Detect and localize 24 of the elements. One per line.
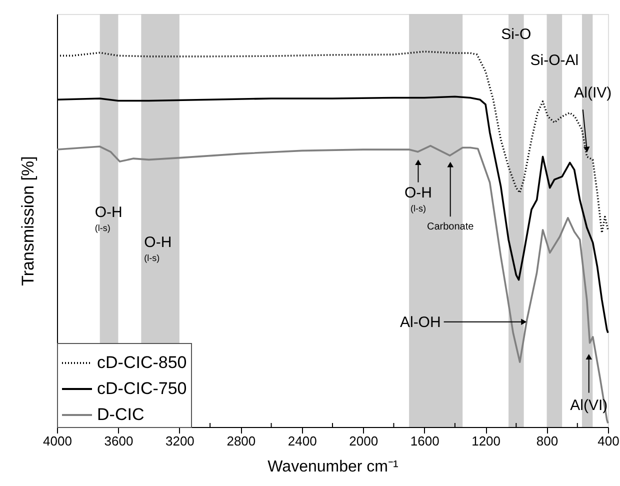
annotation: Al(IV): [574, 84, 612, 102]
x-tick-label: 2000: [349, 434, 378, 448]
x-tick-label: 2800: [226, 434, 256, 448]
y-axis-title: Transmission [%]: [18, 156, 38, 286]
x-tick-label: 400: [598, 434, 620, 448]
annotation: O-H (l-s): [404, 184, 432, 214]
x-tick-label: 3600: [104, 434, 134, 448]
band-label: O-H (l-s): [144, 234, 172, 263]
x-tick-label: 4000: [43, 434, 72, 448]
annotation: Carbonate: [427, 222, 474, 233]
legend-label: cD-CIC-850: [97, 353, 187, 372]
x-tick-label: 1600: [410, 434, 440, 448]
x-axis-title: Wavenumber cm⁻¹: [268, 458, 398, 476]
x-tick-label: 2400: [288, 434, 317, 448]
band-label: Si-O: [501, 26, 532, 43]
x-tick-label: 800: [536, 434, 558, 448]
band-label: O-H (l-s): [94, 204, 122, 233]
band-label: Si-O-Al: [530, 52, 579, 69]
annotation: Al-OH: [400, 314, 441, 331]
legend-label: D-CIC: [97, 405, 144, 424]
x-tick-label: 1200: [472, 434, 501, 448]
x-tick-label: 3200: [165, 434, 194, 448]
legend-label: cD-CIC-750: [97, 379, 187, 398]
annotation: Al(VI): [570, 396, 608, 414]
